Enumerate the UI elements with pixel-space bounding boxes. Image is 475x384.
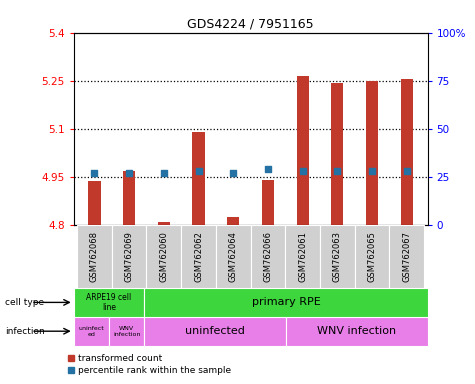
Point [195,168,202,174]
Text: uninfected: uninfected [185,326,245,336]
Bar [355,225,389,288]
Bar [181,225,216,288]
Bar [123,171,135,225]
Bar [320,225,355,288]
Text: GSM762068: GSM762068 [90,231,99,282]
Point [264,166,272,172]
Bar [390,225,424,288]
Bar [366,81,378,225]
Text: GSM762067: GSM762067 [402,231,411,282]
Text: GSM762060: GSM762060 [159,231,168,282]
Bar [112,225,146,288]
Bar [74,317,109,346]
Title: GDS4224 / 7951165: GDS4224 / 7951165 [187,17,314,30]
Text: GSM762066: GSM762066 [264,231,272,282]
Bar [216,225,251,288]
Text: cell type: cell type [5,298,44,307]
Text: uninfect
ed: uninfect ed [78,326,104,337]
Text: primary RPE: primary RPE [252,297,320,308]
Point [125,170,133,176]
Bar [88,182,101,225]
Point [229,170,237,176]
Bar [400,79,413,225]
Text: ARPE19 cell
line: ARPE19 cell line [86,293,132,312]
Bar [192,132,205,225]
Text: WNV infection: WNV infection [317,326,396,336]
Bar [74,288,144,317]
Text: GSM762064: GSM762064 [229,231,238,282]
Bar [286,317,428,346]
Bar [144,288,428,317]
Bar [285,225,320,288]
Bar [251,225,285,288]
Bar [109,317,144,346]
Bar [227,217,239,225]
Point [333,168,341,174]
Text: WNV
infection: WNV infection [113,326,141,337]
Text: GSM762061: GSM762061 [298,231,307,282]
Bar [262,180,274,225]
Point [299,168,306,174]
Text: infection: infection [5,327,45,336]
Text: GSM762065: GSM762065 [368,231,377,282]
Bar [146,225,181,288]
Text: GSM762069: GSM762069 [124,231,133,282]
Bar [158,222,170,225]
Bar [331,83,343,225]
Point [368,168,376,174]
Bar [77,225,112,288]
Point [91,170,98,176]
Bar [144,317,286,346]
Text: GSM762063: GSM762063 [333,231,342,282]
Point [160,170,168,176]
Legend: transformed count, percentile rank within the sample: transformed count, percentile rank withi… [64,351,235,379]
Point [403,168,410,174]
Bar [296,76,309,225]
Text: GSM762062: GSM762062 [194,231,203,282]
